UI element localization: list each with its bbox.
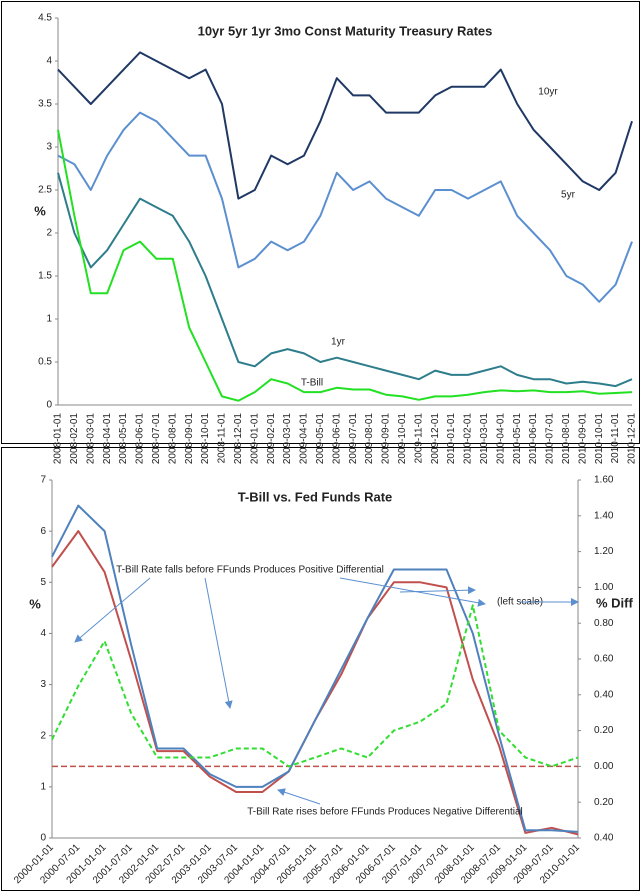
y-tick-label: 0.5 <box>38 357 52 368</box>
series-label: 5yr <box>561 190 576 201</box>
series-line <box>51 530 579 836</box>
panel-border <box>1 1 640 444</box>
annotation-arrow <box>399 586 476 595</box>
x-tick-label: 2009-11-01 <box>413 413 424 464</box>
y2-tick-label: 1.60 <box>594 475 614 486</box>
x-tick-label: 2010-05-01 <box>512 413 523 465</box>
y2-tick-label: 0.40 <box>594 689 614 700</box>
y-tick-label: 4 <box>46 56 52 67</box>
x-tick-label: 2008-04-01 <box>102 413 113 465</box>
x-tick-label: 2010-07-01 <box>545 413 556 465</box>
series-line <box>57 51 633 200</box>
y-tick-label: 0 <box>46 400 52 411</box>
annotation: T-Bill Rate falls before FFunds Produces… <box>116 565 384 576</box>
y2-tick-label: 0.00 <box>594 761 614 772</box>
y2-tick-label: 0.80 <box>594 618 614 629</box>
x-tick-label: 2008-10-01 <box>200 413 211 465</box>
x-tick-label: 2009-12-01 <box>430 413 441 465</box>
x-tick-label: 2009-01-01 <box>249 413 260 465</box>
x-tick-label: 2008-05-01 <box>118 413 129 465</box>
y-tick-label: 2 <box>46 228 52 239</box>
y-tick-label: 1 <box>40 781 46 792</box>
y2-tick-label: 0.40 <box>594 833 614 844</box>
y-tick-label: 0 <box>40 833 46 844</box>
x-tick-label: 2009-03-01 <box>282 413 293 465</box>
y2-tick-label: 0.60 <box>594 654 614 665</box>
annotation-arrow <box>339 577 486 607</box>
x-tick-label: 2009-08-01 <box>364 413 375 465</box>
x-tick-label: 2008-03-01 <box>85 413 96 465</box>
y-tick-label: 4.5 <box>38 13 52 24</box>
y-tick-label: 3.5 <box>38 99 52 110</box>
x-tick-label: 2010-04-01 <box>495 413 506 465</box>
x-tick-label: 2010-09-01 <box>577 413 588 465</box>
chart-title: 10yr 5yr 1yr 3mo Const Maturity Treasury… <box>198 23 493 38</box>
x-tick-label: 2010-12-01 <box>627 413 638 465</box>
y-axis-label: % <box>29 596 41 611</box>
y-tick-label: 1.5 <box>38 271 52 282</box>
series-label: T-Bill <box>301 378 323 389</box>
y2-tick-label: 0.20 <box>594 797 614 808</box>
x-tick-label: 2008-08-01 <box>167 413 178 465</box>
y-tick-label: 6 <box>40 526 46 537</box>
y-axis-label: % <box>34 203 46 218</box>
series-line <box>51 604 579 768</box>
y2-tick-label: 1.00 <box>594 582 614 593</box>
x-tick-label: 2009-05-01 <box>315 413 326 465</box>
annotation-arrow <box>204 577 233 709</box>
y-tick-label: 4 <box>40 628 46 639</box>
x-tick-label: 2010-02-01 <box>463 413 474 465</box>
y-tick-label: 3 <box>40 679 46 690</box>
x-tick-label: 2008-07-01 <box>151 413 162 465</box>
y-tick-label: 5 <box>40 577 46 588</box>
y-tick-label: 7 <box>40 475 46 486</box>
x-tick-label: 2008-11-01 <box>217 413 228 464</box>
chart-title: T-Bill vs. Fed Funds Rate <box>238 489 393 504</box>
panel-border <box>1 447 640 891</box>
x-tick-label: 2010-08-01 <box>561 413 572 465</box>
y-tick-label: 2.5 <box>38 185 52 196</box>
x-tick-label: 2008-09-01 <box>184 413 195 465</box>
x-tick-label: 2010-03-01 <box>479 413 490 465</box>
y-tick-label: 3 <box>46 142 52 153</box>
x-tick-label: 2008-01-01 <box>53 413 64 465</box>
x-tick-label: 2008-06-01 <box>135 413 146 465</box>
x-tick-label: 2009-02-01 <box>266 413 277 465</box>
y2-tick-label: 1.20 <box>594 546 614 557</box>
x-tick-label: 2010-10-01 <box>594 413 605 465</box>
series-line <box>57 111 633 303</box>
annotation: T-Bill Rate rises before FFunds Produces… <box>247 807 523 818</box>
x-tick-label: 2009-10-01 <box>397 413 408 465</box>
y2-axis-label: % Diff <box>596 595 634 610</box>
y-tick-label: 2 <box>40 730 46 741</box>
series-label: 10yr <box>538 87 558 98</box>
series-line <box>51 504 579 833</box>
x-tick-label: 2009-07-01 <box>348 413 359 465</box>
series-label: 1yr <box>331 337 346 348</box>
x-tick-label: 2008-02-01 <box>69 413 80 465</box>
x-tick-label: 2010-01-01 <box>446 413 457 465</box>
annotation-arrow <box>277 788 321 805</box>
y-tick-label: 1 <box>46 314 52 325</box>
x-tick-label: 2009-06-01 <box>331 413 342 465</box>
x-tick-label: 2009-04-01 <box>299 413 310 465</box>
y2-tick-label: 1.40 <box>594 510 614 521</box>
series-line <box>57 172 633 388</box>
y2-tick-label: 0.20 <box>594 725 614 736</box>
annotation-arrow <box>74 577 151 643</box>
x-tick-label: 2009-09-01 <box>381 413 392 465</box>
series-line <box>57 129 633 402</box>
x-tick-label: 2010-06-01 <box>528 413 539 465</box>
x-tick-label: 2010-11-01 <box>610 413 621 464</box>
x-tick-label: 2008-12-01 <box>233 413 244 465</box>
